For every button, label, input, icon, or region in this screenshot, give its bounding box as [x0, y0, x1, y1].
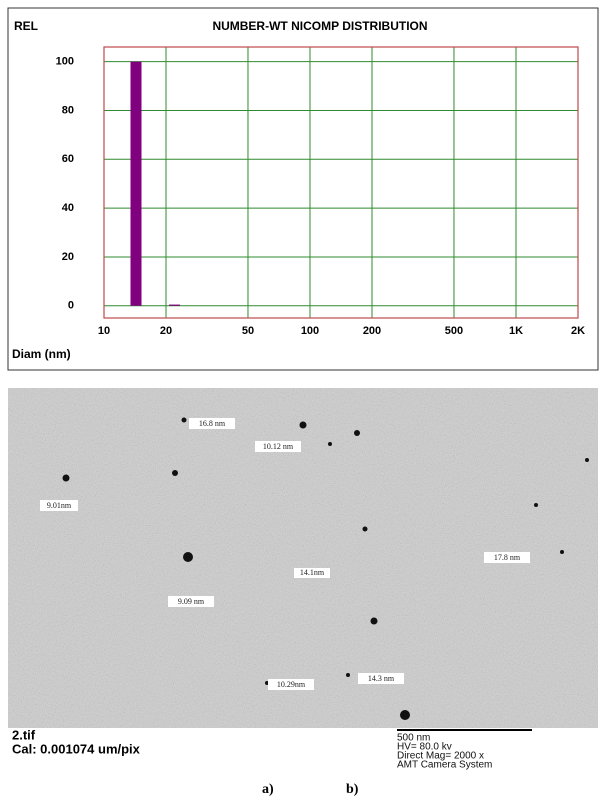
particle-label: 10.29nm: [277, 680, 306, 689]
y-tick-label: 80: [62, 104, 74, 116]
x-tick-label: 10: [98, 325, 110, 337]
x-tick-label: 2K: [571, 325, 585, 337]
calibration: Cal: 0.001074 um/pix: [12, 741, 141, 756]
camera: AMT Camera System: [397, 760, 492, 771]
y-tick-label: 20: [62, 251, 74, 263]
bar: [169, 305, 180, 306]
chart-frame: [8, 8, 598, 370]
particle-label: 9.09 nm: [178, 597, 205, 606]
chart-title: NUMBER-WT NICOMP DISTRIBUTION: [212, 19, 427, 33]
micrograph: 16.8 nm 10.12 nm 9.01nm 17.8 nm 14.1nm 9…: [8, 388, 598, 728]
x-tick-label: 1K: [509, 325, 523, 337]
x-tick-label: 20: [160, 325, 172, 337]
particle-label: 10.12 nm: [263, 442, 294, 451]
file-name: 2.tif: [12, 727, 36, 742]
particle-label: 14.1nm: [300, 568, 325, 577]
particle-label: 17.8 nm: [494, 553, 521, 562]
y-tick-label: 0: [68, 300, 74, 312]
x-tick-label: 100: [301, 325, 319, 337]
caption: a): [262, 782, 274, 797]
y-tick-label: 60: [62, 153, 74, 165]
figure: REL NUMBER-WT NICOMP DISTRIBUTION Diam (…: [0, 0, 605, 802]
particle-label: 16.8 nm: [199, 419, 226, 428]
y-tick-label: 100: [56, 56, 74, 68]
x-axis-label: Diam (nm): [12, 347, 71, 361]
x-tick-label: 500: [445, 325, 463, 337]
particle-label: 14.3 nm: [368, 674, 395, 683]
bar: [130, 62, 141, 306]
x-tick-label: 200: [363, 325, 381, 337]
caption: b): [346, 782, 359, 797]
particle-label: 9.01nm: [47, 501, 72, 510]
x-tick-label: 50: [242, 325, 254, 337]
y-tick-label: 40: [62, 202, 74, 214]
y-axis-label: REL: [14, 19, 38, 33]
